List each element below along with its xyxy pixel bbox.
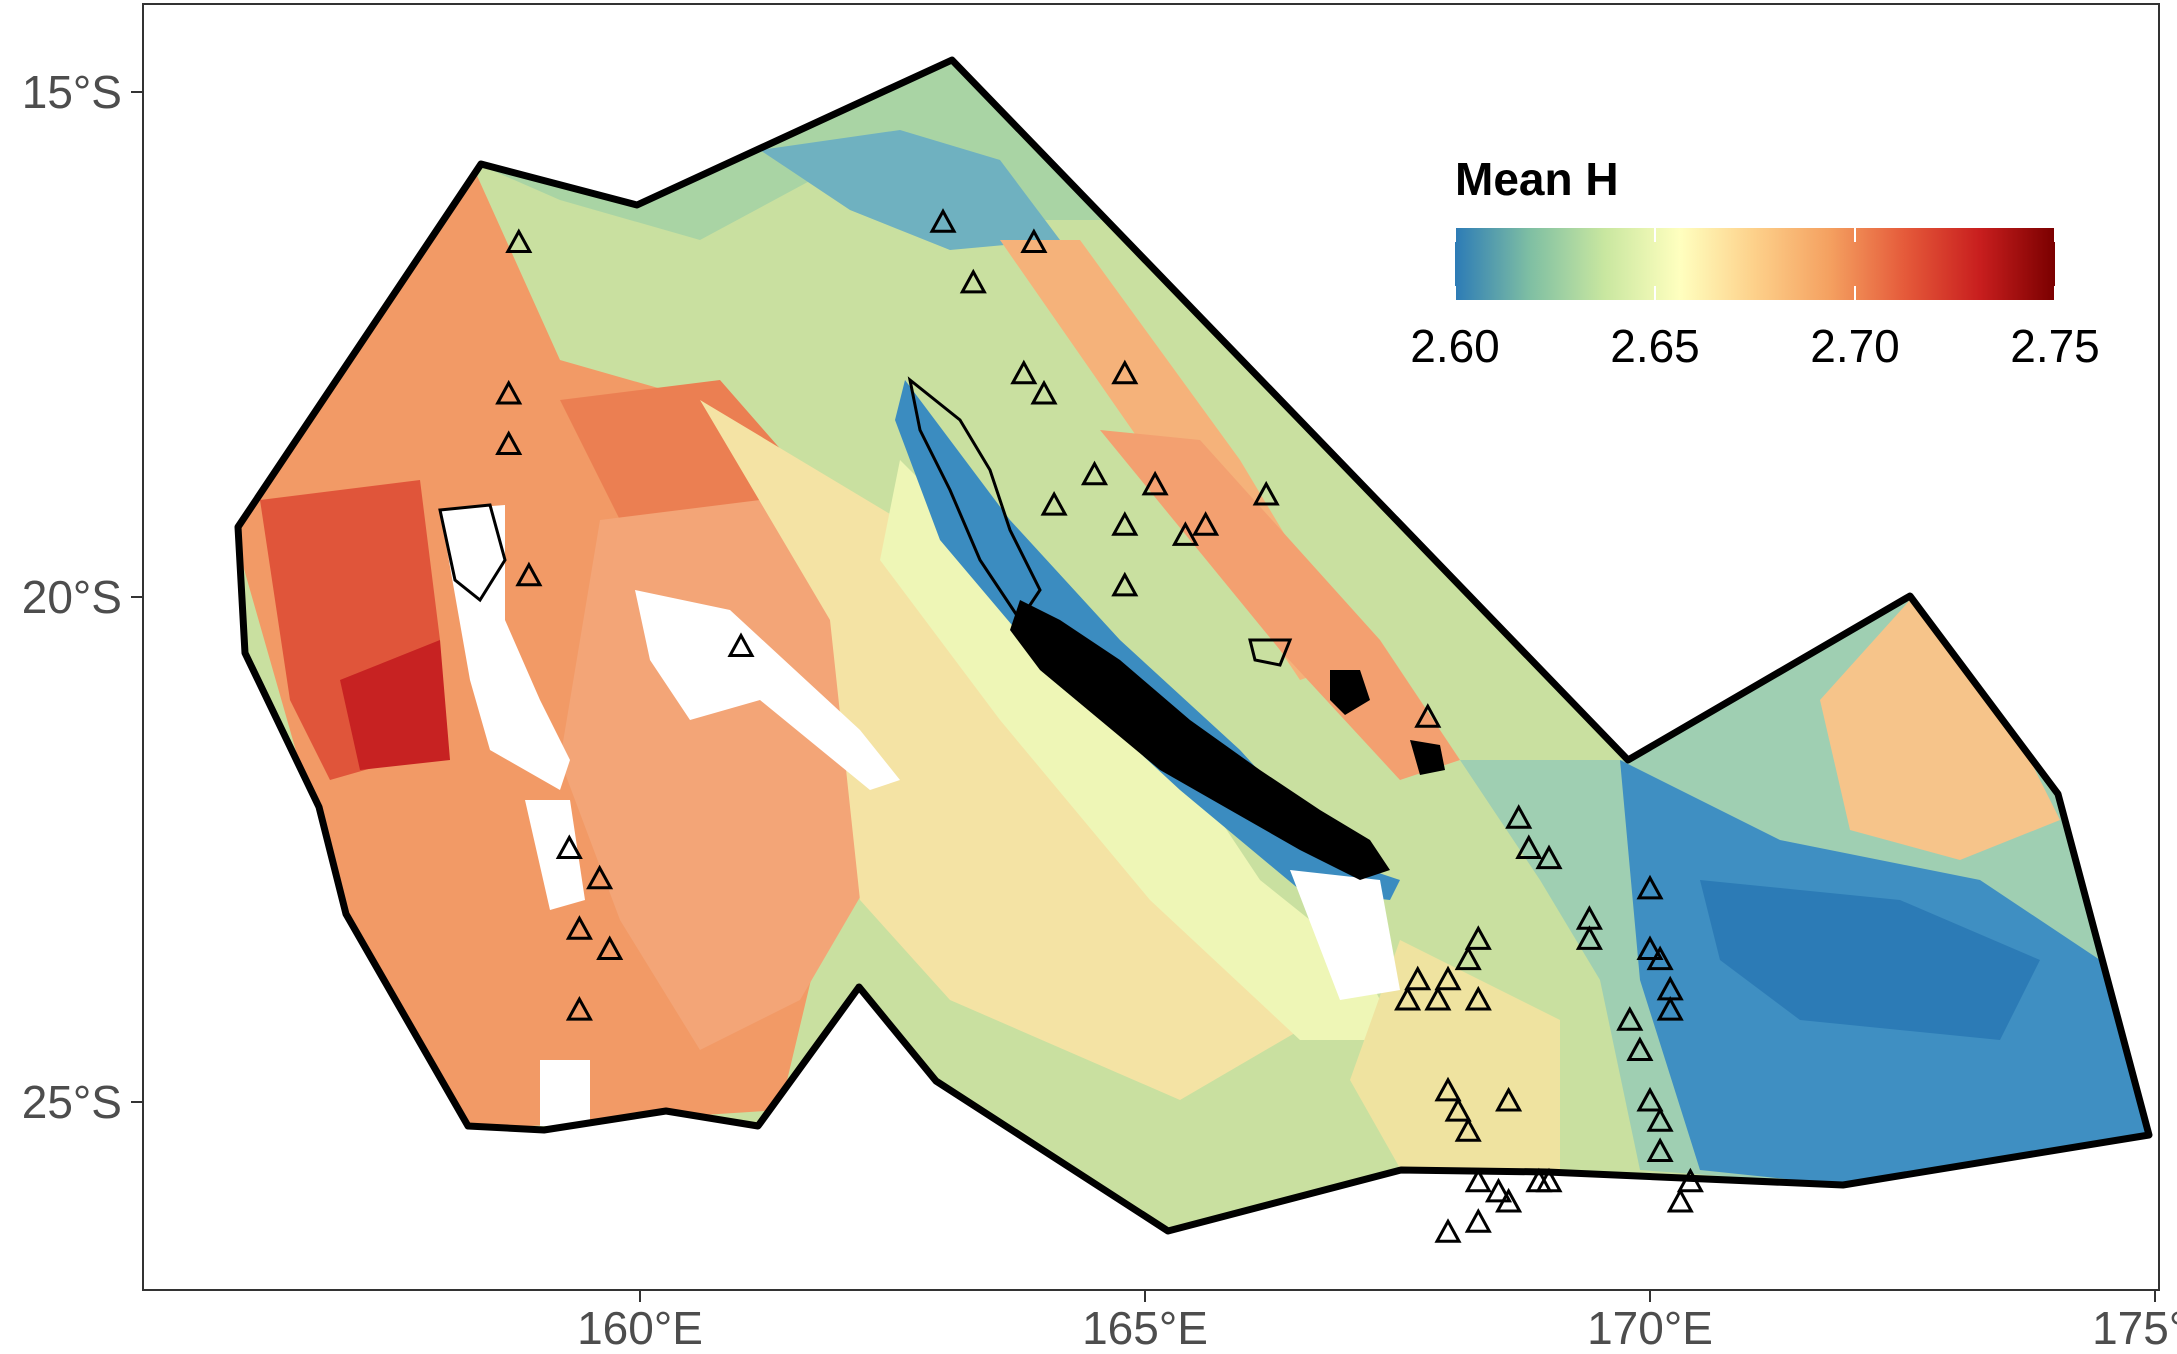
legend-label: 2.75: [2010, 320, 2100, 372]
station-triangle-icon: [1434, 1076, 1462, 1102]
station-triangle-icon: [515, 561, 543, 587]
station-triangle-icon: [1464, 925, 1492, 950]
x-tick-label: 160°E: [577, 1302, 703, 1354]
station-triangle-icon: [565, 915, 593, 940]
station-triangle-icon: [1676, 1167, 1704, 1193]
station-triangle-icon: [1434, 1218, 1462, 1243]
y-tick-label: 20°S: [22, 571, 122, 623]
station-triangle-icon: [1111, 511, 1139, 536]
legend-title: Mean H: [1455, 153, 1619, 205]
station-triangle-icon: [1040, 490, 1068, 516]
station-triangle-icon: [1434, 965, 1462, 991]
station-triangle-icon: [1636, 874, 1664, 900]
legend-label: 2.65: [1610, 320, 1700, 372]
station-triangle-icon: [1464, 985, 1492, 1011]
station-triangle-icon: [1141, 470, 1169, 496]
station-triangle-icon: [1080, 460, 1109, 486]
y-tick-label: 15°S: [22, 66, 122, 118]
station-triangle-icon: [1020, 228, 1048, 253]
x-axis: 160°E 165°E 170°E 175°E: [577, 1290, 2177, 1354]
y-tick-label: 25°S: [22, 1076, 122, 1128]
station-triangle-icon: [1495, 1086, 1523, 1112]
station-triangle-icon: [586, 864, 614, 890]
station-triangle-icon: [1111, 359, 1139, 385]
station-triangle-icon: [1636, 1086, 1664, 1112]
legend-ticks: 2.60 2.65 2.70 2.75: [1410, 228, 2100, 372]
station-triangle-icon: [1505, 804, 1533, 829]
station-triangle-icon: [1515, 834, 1543, 859]
legend-label: 2.70: [1810, 320, 1900, 372]
station-triangle-icon: [505, 228, 533, 253]
station-triangle-icon: [1616, 1006, 1644, 1031]
loyalty-island-lifou: [1330, 670, 1370, 715]
station-triangle-icon: [1646, 1137, 1674, 1162]
new-caledonia-outer-reef: [907, 376, 1042, 623]
station-triangle-icon: [1484, 1177, 1513, 1203]
station-triangle-icon: [1495, 1187, 1523, 1213]
loyalty-island-mare: [1410, 740, 1445, 775]
eez-boundary: [234, 56, 2153, 1235]
station-triangle-icon: [495, 379, 523, 405]
station-triangle-icon: [959, 268, 987, 294]
new-caledonia-landmass: [1010, 600, 1390, 880]
x-tick-label: 175°E: [2092, 1302, 2177, 1354]
station-triangle-icon: [1464, 1208, 1492, 1233]
station-triangle-icon: [1414, 703, 1442, 728]
x-tick-label: 165°E: [1082, 1302, 1208, 1354]
station-triangle-icon: [1454, 945, 1482, 971]
station-triangle-icon: [727, 632, 755, 657]
station-triangle-icon: [1646, 945, 1674, 971]
station-triangle-icon: [596, 935, 624, 960]
chesterfield-reef-outline: [438, 503, 507, 603]
station-triangle-icon: [1636, 935, 1664, 960]
station-triangle-icon: [1666, 1187, 1694, 1213]
station-triangle-icon: [1575, 925, 1603, 950]
station-triangle-icon: [495, 430, 523, 455]
station-triangle-icon: [1535, 844, 1563, 870]
station-triangle-icon: [1444, 1096, 1472, 1122]
loyalty-island-ouvea: [1248, 638, 1293, 667]
legend: Mean H 2.60 2.65 2.70 2.75: [1410, 153, 2100, 372]
station-triangle-icon: [1394, 985, 1422, 1011]
station-triangle-icon: [1171, 521, 1199, 546]
legend-label: 2.60: [1410, 320, 1500, 372]
station-triangle-icon: [1111, 571, 1139, 597]
station-triangle-icon: [1454, 1117, 1482, 1142]
station-triangle-icon: [1646, 1107, 1674, 1132]
y-axis: 15°S 20°S 25°S: [22, 66, 143, 1128]
station-triangle-icon: [929, 208, 957, 233]
station-triangle-icon: [1010, 359, 1038, 385]
station-markers: [495, 208, 1704, 1243]
station-triangle-icon: [1424, 985, 1452, 1011]
x-tick-label: 170°E: [1587, 1302, 1713, 1354]
station-triangle-icon: [555, 834, 583, 859]
station-triangle-icon: [1626, 1036, 1654, 1061]
station-triangle-icon: [1192, 511, 1220, 536]
station-triangle-icon: [1535, 1167, 1563, 1193]
station-triangle-icon: [1656, 995, 1684, 1021]
station-triangle-icon: [565, 995, 593, 1021]
legend-colorbar: [1455, 228, 2055, 300]
station-triangle-icon: [1030, 379, 1058, 405]
station-triangle-icon: [1404, 965, 1432, 991]
station-triangle-icon: [1252, 480, 1280, 506]
station-triangle-icon: [1464, 1167, 1492, 1193]
